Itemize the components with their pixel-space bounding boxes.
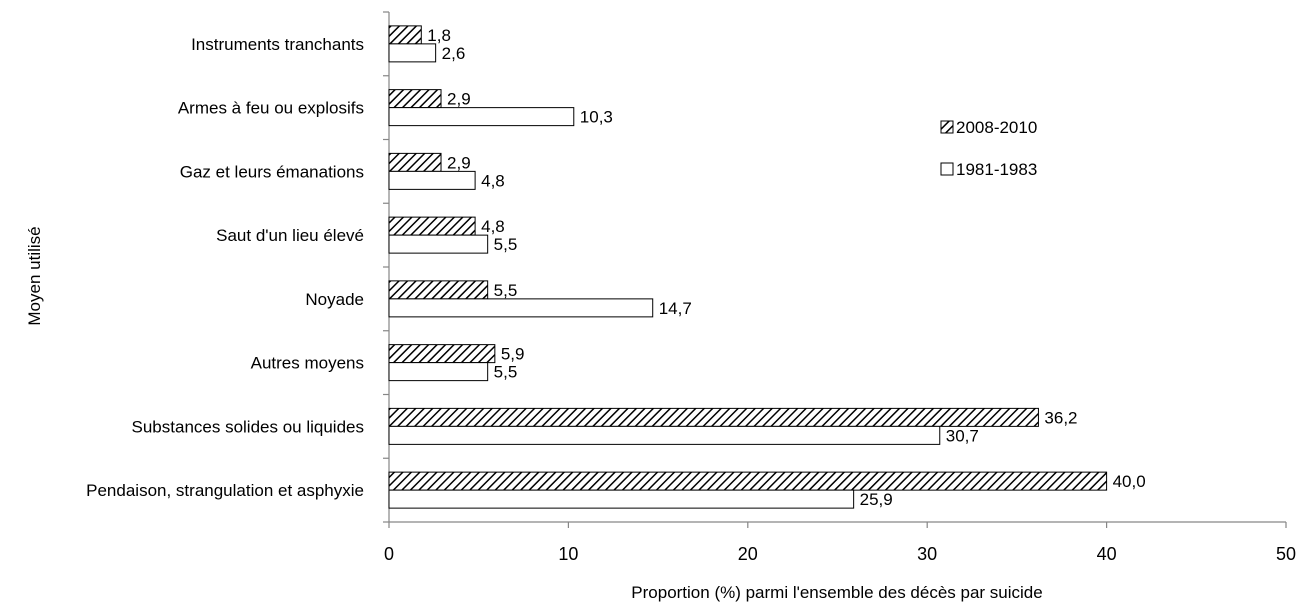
x-axis-title: Proportion (%) parmi l'ensemble des décè… <box>631 583 1042 602</box>
bar-1981-1983 <box>388 234 489 254</box>
category-label: Noyade <box>305 290 364 309</box>
data-label: 5,9 <box>501 345 525 364</box>
x-tick-label: 40 <box>1097 544 1117 564</box>
category-label: Pendaison, strangulation et asphyxie <box>86 481 364 500</box>
x-tick-label: 50 <box>1276 544 1296 564</box>
bar-2008-2010 <box>388 152 442 172</box>
data-label: 30,7 <box>946 426 979 445</box>
x-tick-label: 10 <box>558 544 578 564</box>
bar-1981-1983 <box>388 43 437 63</box>
legend-swatch <box>940 120 954 134</box>
bar-1981-1983 <box>388 107 575 127</box>
data-label: 4,8 <box>481 171 505 190</box>
bar-2008-2010 <box>388 407 1039 427</box>
data-label: 2,6 <box>442 44 466 63</box>
data-label: 2,9 <box>447 90 471 109</box>
data-label: 14,7 <box>659 299 692 318</box>
bar-1981-1983 <box>388 425 941 445</box>
bar-1981-1983 <box>388 170 476 190</box>
bar-2008-2010 <box>388 216 476 236</box>
data-label: 1,8 <box>427 26 451 45</box>
bar-2008-2010 <box>388 280 489 300</box>
data-label: 25,9 <box>860 490 893 509</box>
plot-area: 0 10 20 30 40 50 Instruments tranchants 1,82,6 A… <box>86 11 1296 564</box>
bar-2008-2010 <box>388 471 1108 491</box>
data-label: 36,2 <box>1044 408 1077 427</box>
category-label: Gaz et leurs émanations <box>180 162 364 181</box>
bar-1981-1983 <box>388 362 489 382</box>
category-label: Saut d'un lieu élevé <box>216 226 364 245</box>
data-label: 5,5 <box>494 235 518 254</box>
legend-label: 2008-2010 <box>956 118 1037 137</box>
legend-swatch <box>940 162 954 176</box>
data-label: 4,8 <box>481 217 505 236</box>
data-label: 2,9 <box>447 153 471 172</box>
legend-label: 1981-1983 <box>956 160 1037 179</box>
data-label: 10,3 <box>580 108 613 127</box>
y-axis-title: Moyen utilisé <box>25 226 44 325</box>
bar-1981-1983 <box>388 489 855 509</box>
bar-2008-2010 <box>388 25 422 45</box>
x-tick-label: 20 <box>738 544 758 564</box>
bar-2008-2010 <box>388 89 442 109</box>
legend: 2008-2010 1981-1983 <box>940 118 1037 179</box>
category-label: Substances solides ou liquides <box>132 417 364 436</box>
data-label: 40,0 <box>1113 472 1146 491</box>
x-tick-label: 30 <box>917 544 937 564</box>
x-tick-label: 0 <box>384 544 394 564</box>
category-label: Armes à feu ou explosifs <box>178 99 364 118</box>
bar-1981-1983 <box>388 298 654 318</box>
category-label: Instruments tranchants <box>191 35 364 54</box>
data-label: 5,5 <box>494 281 518 300</box>
category-label: Autres moyens <box>251 354 364 373</box>
bar-2008-2010 <box>388 344 496 364</box>
data-label: 5,5 <box>494 363 518 382</box>
